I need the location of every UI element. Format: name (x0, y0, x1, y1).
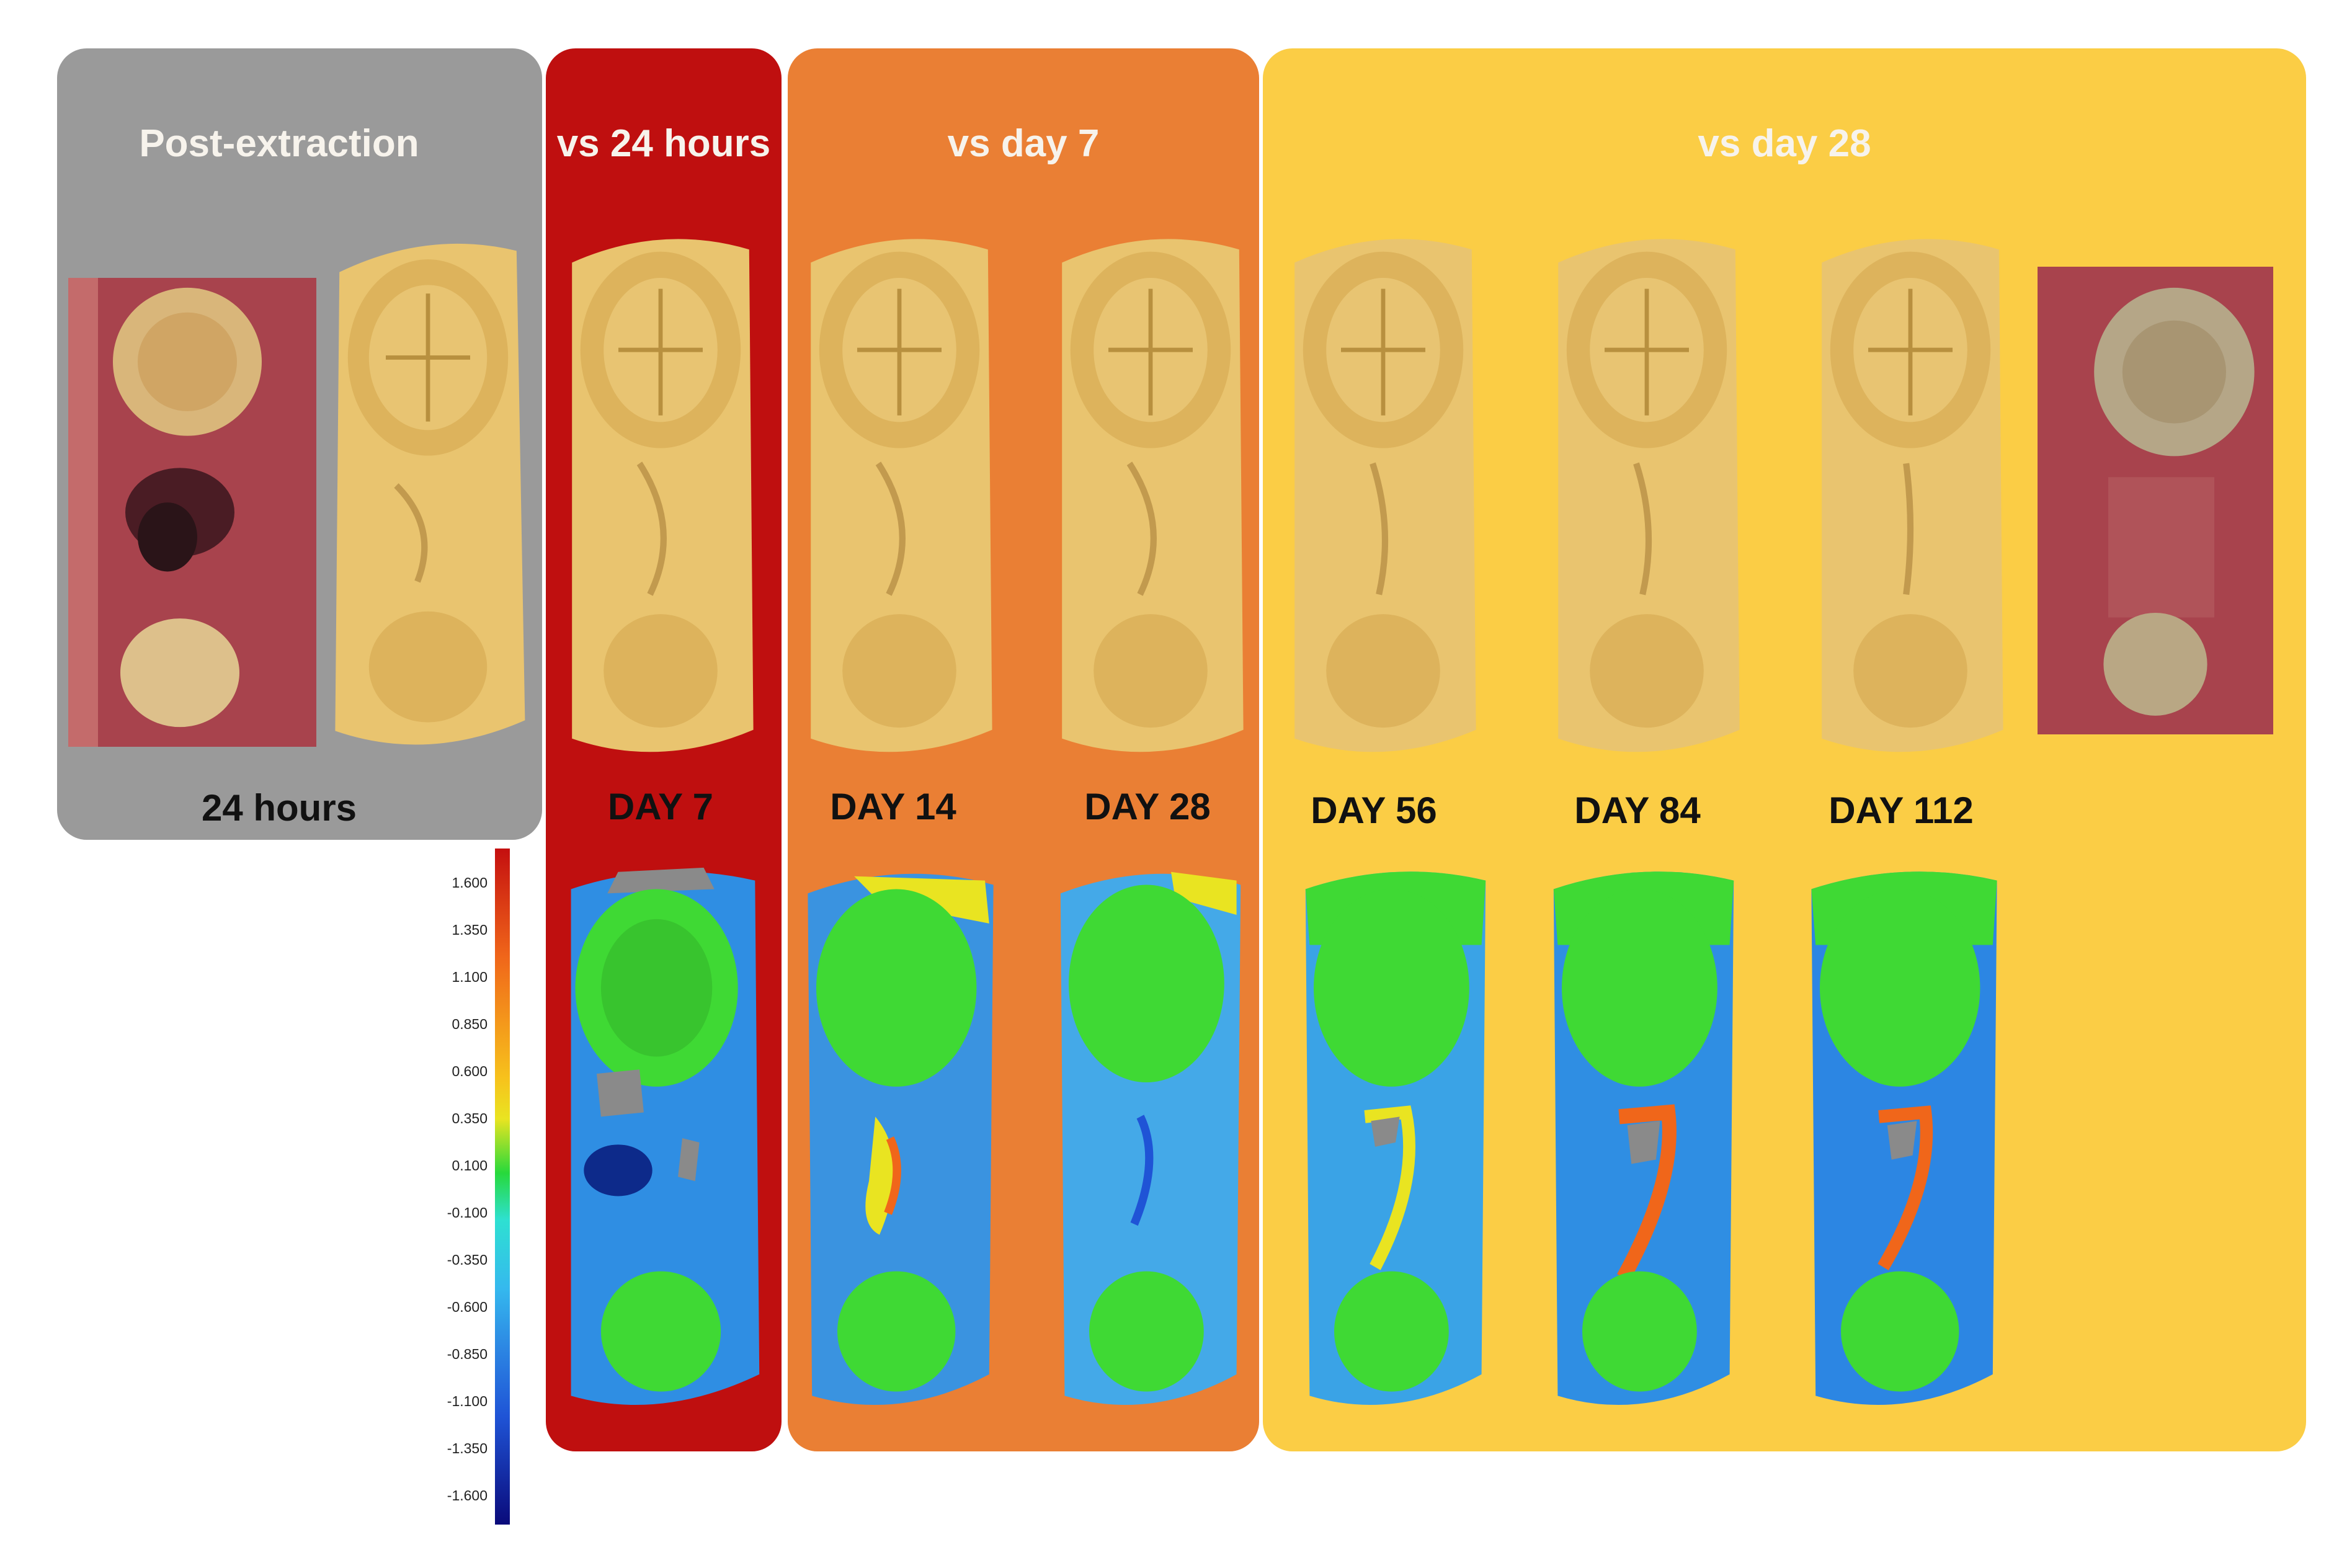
vs-day-7-title: vs day 7 (947, 122, 1100, 165)
vs-day-28-title: vs day 28 (1698, 122, 1871, 165)
model-day-84 (1541, 223, 1752, 769)
scale-tick-label: 1.350 (452, 922, 488, 938)
model-day-56 (1278, 223, 1489, 769)
day-label-28: DAY 28 (1084, 786, 1211, 827)
clinical-photo-24-hours (68, 278, 316, 747)
model-day-112 (1805, 223, 2016, 769)
day-label-84: DAY 84 (1574, 790, 1701, 831)
scale-tick-label: -0.350 (447, 1252, 488, 1268)
post-extraction-title: Post-extraction (139, 122, 419, 165)
heatmap-day-56 (1293, 859, 1498, 1417)
day-label-14: DAY 14 (830, 786, 956, 827)
model-day-14 (794, 223, 1005, 769)
deviation-color-scale: 1.600 1.350 1.100 0.850 0.600 0.350 0.100 -0.10… (434, 849, 515, 1525)
scale-tick-label: -1.350 (447, 1440, 488, 1456)
scale-tick-label: -0.850 (447, 1346, 488, 1362)
model-day-28 (1045, 223, 1256, 769)
scale-tick-label: 0.850 (452, 1016, 488, 1032)
scale-tick-label: 1.100 (452, 969, 488, 985)
heatmap-day-7 (554, 859, 768, 1417)
day-label-7: DAY 7 (607, 786, 714, 827)
scale-tick-label: -0.600 (447, 1299, 488, 1315)
scale-tick-label: -0.100 (447, 1205, 488, 1221)
photo-label-24-hours: 24 hours (201, 787, 357, 829)
scale-tick-label: 0.600 (452, 1063, 488, 1079)
vs-24-hours-title: vs 24 hours (556, 122, 771, 165)
model-24-hours (323, 229, 533, 763)
scale-tick-label: 0.100 (452, 1157, 488, 1174)
heatmap-day-14 (795, 859, 1006, 1417)
day-label-56: DAY 56 (1311, 790, 1437, 831)
color-scale-bar (495, 849, 510, 1525)
heatmap-day-84 (1541, 859, 1746, 1417)
clinical-photo-day-112 (2038, 267, 2273, 734)
heatmap-day-112 (1799, 859, 2010, 1417)
day-label-112: DAY 112 (1829, 790, 1974, 831)
scale-tick-label: 1.600 (452, 875, 488, 891)
model-day-7 (555, 223, 766, 769)
scale-tick-label: 0.350 (452, 1110, 488, 1126)
scale-tick-label: -1.600 (447, 1487, 488, 1503)
heatmap-day-28 (1048, 859, 1253, 1417)
scale-tick-label: -1.100 (447, 1393, 488, 1409)
